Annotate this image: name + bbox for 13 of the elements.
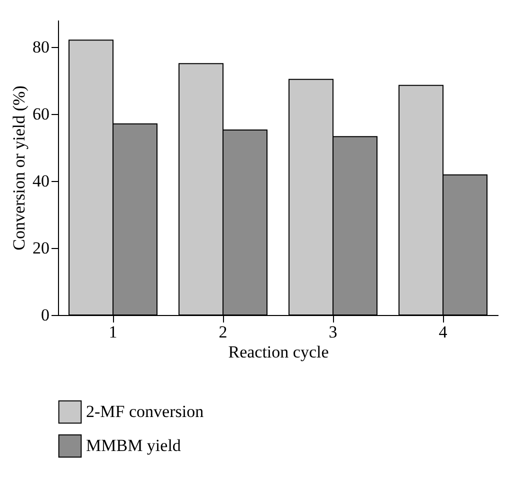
legend-label: 2-MF conversion [86,402,204,421]
y-tick-label: 20 [32,238,50,258]
x-tick-label: 4 [438,322,448,342]
x-tick-label: 2 [218,322,228,342]
x-tick-label: 1 [108,322,118,342]
y-tick-label: 60 [32,104,50,124]
y-tick-label: 40 [32,171,50,190]
y-tick-label: 0 [41,306,50,324]
y-axis-title: Conversion or yield (%) [10,86,28,250]
x-axis-title: Reaction cycle [228,342,329,362]
x-tick-label: 3 [328,322,338,342]
y-tick-label: 80 [32,37,50,56]
legend-label: MMBM yield [86,436,182,455]
